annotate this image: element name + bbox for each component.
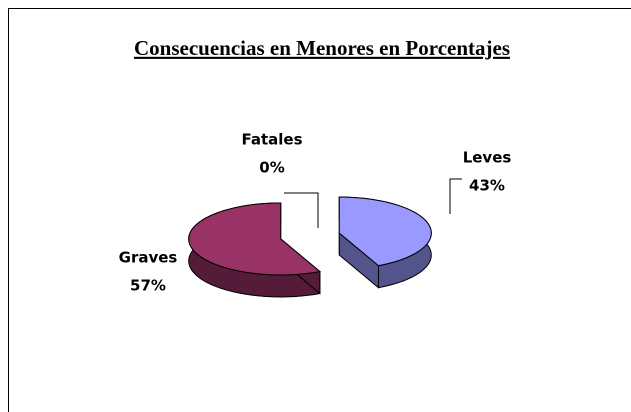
category-label: Graves — [119, 249, 178, 267]
value-label: 0% — [259, 159, 284, 177]
slice — [188, 202, 322, 276]
slice — [338, 196, 432, 267]
category-label: Leves — [463, 149, 512, 167]
chart-title: Consecuencias en Menores en Porcentajes — [134, 36, 510, 60]
leader-line — [284, 192, 319, 228]
value-label: 57% — [130, 277, 166, 295]
leader-line — [449, 178, 462, 214]
value-label: 43% — [469, 177, 505, 195]
chart-frame — [8, 8, 631, 412]
category-label: Fatales — [241, 131, 302, 149]
